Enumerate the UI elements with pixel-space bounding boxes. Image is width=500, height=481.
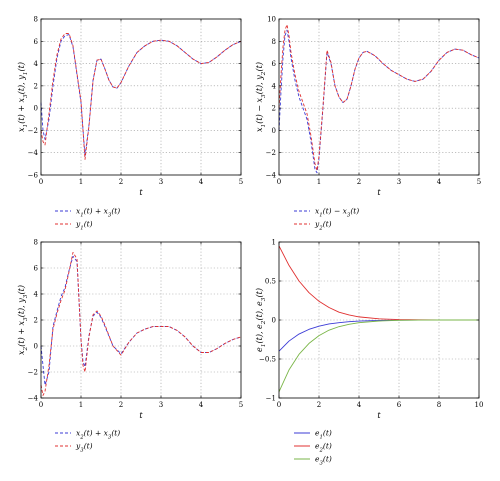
plot-1-ytick-label: −4 [28, 149, 39, 157]
plot-3: 0 1 2 3 4 5 −4 −2 0 2 4 6 8 t x2(t) + x3(t), y3(t) x2(t… [17, 239, 243, 454]
plot-1-ytick-label: −6 [28, 172, 39, 180]
plot-4-xtick-label: 10 [475, 401, 484, 409]
plot-2-series-2-line [278, 24, 480, 171]
plot-3-ytick-label: −4 [28, 395, 39, 403]
plot-1-ytick-label: 8 [34, 16, 38, 24]
plot-2-xlabel: t [377, 188, 381, 197]
plot-2-ytick-label: 10 [267, 16, 276, 24]
plot-2-area [279, 19, 479, 175]
plot-3-xtick-label: 3 [159, 401, 163, 409]
plot-4: 0 2 4 6 8 10 −1 −0.5 0 0.5 1 t e1(t), e2(t), e3(t) e1… [255, 239, 483, 467]
plot-2-ylabel: x1(t) − x3(t), y2(t) [255, 62, 267, 132]
plot-2-xtick-label: 2 [357, 178, 361, 186]
plot-1-xtick-label: 2 [119, 178, 123, 186]
plot-2-legend-label-1: x1(t) − x3(t) [315, 207, 359, 219]
plot-3-ytick-label: 0 [34, 343, 38, 351]
plot-4-legend-label-3: e3(t) [315, 455, 332, 467]
plot-2-ytick-label: 2 [272, 105, 276, 113]
plot-4-xtick-label: 0 [277, 401, 281, 409]
plot-1-legend-label-2: y1(t) [75, 220, 93, 232]
plot-4-xtick-label: 6 [397, 401, 402, 409]
plot-3-legend-label-2: y3(t) [75, 442, 93, 454]
plot-2-xtick-label: 5 [477, 178, 481, 186]
plot-4-ytick-label: 0.5 [265, 278, 276, 286]
plot-1-xlabel: t [139, 188, 143, 197]
plot-4-series-3-line [278, 319, 479, 392]
plot-4-ytick-label: 0 [272, 317, 276, 325]
plot-2-xtick-label: 3 [397, 178, 401, 186]
plot-1-legend-label-1: x1(t) + x3(t) [76, 207, 120, 219]
plot-1-legend: x1(t) + x3(t)y1(t) [55, 207, 120, 232]
plot-2-xtick-label: 1 [317, 178, 321, 186]
plot-2-ytick-label: 0 [272, 127, 276, 135]
plot-1-ytick-label: −2 [28, 127, 38, 135]
plot-4-legend: e1(t)e2(t)e3(t) [294, 429, 332, 467]
plot-3-xtick-label: 5 [239, 401, 243, 409]
plot-4-xlabel: t [377, 411, 381, 420]
plot-3-ytick-label: 8 [34, 239, 38, 247]
plot-3-series-2-line [40, 251, 242, 396]
plot-2-ytick-label: −4 [266, 172, 277, 180]
plot-1-series-2-line [40, 33, 242, 160]
plot-1-xtick-label: 5 [239, 178, 243, 186]
plot-1-ytick-label: 2 [34, 82, 38, 90]
plot-4-ytick-label: −0.5 [259, 356, 276, 364]
plot-2-ytick-label: 6 [272, 60, 277, 68]
plot-3-legend: x2(t) + x3(t)y3(t) [55, 429, 120, 454]
plot-3-xlabel: t [139, 411, 143, 420]
plot-3-ytick-label: 6 [34, 265, 39, 273]
plot-2-series-1-line [278, 29, 480, 174]
plot-3-xtick-label: 4 [199, 401, 204, 409]
plot-1-xtick-label: 0 [39, 178, 43, 186]
plot-4-ylabel: e1(t), e2(t), e3(t) [255, 288, 267, 352]
plot-2: 0 1 2 3 4 5 −4 −2 0 2 4 6 8 10 t x1(t) − x3(t), y2(t) x1… [255, 16, 481, 232]
plot-1: 0 1 2 3 4 5 −6 −4 −2 0 2 4 6 8 t x1(t) + x3(t), y1(t) x1… [17, 16, 243, 232]
plot-4-ytick-label: 1 [272, 239, 276, 247]
plot-4-xtick-label: 4 [357, 401, 362, 409]
plot-3-ytick-label: 2 [34, 317, 38, 325]
plot-1-ylabel: x1(t) + x3(t), y1(t) [17, 62, 29, 132]
plot-1-ytick-label: 6 [34, 38, 39, 46]
plot-1-xtick-label: 3 [159, 178, 163, 186]
plot-4-ytick-label: −1 [266, 395, 276, 403]
plot-4-xtick-label: 8 [437, 401, 441, 409]
plot-1-xtick-label: 4 [199, 178, 204, 186]
plot-3-ytick-label: −2 [28, 369, 38, 377]
plot-3-xtick-label: 2 [119, 401, 123, 409]
plot-3-xtick-label: 0 [39, 401, 43, 409]
plot-3-ylabel: x2(t) + x3(t), y3(t) [17, 285, 29, 355]
plot-3-xtick-label: 1 [79, 401, 83, 409]
plot-3-ytick-label: 4 [34, 291, 39, 299]
plot-3-legend-label-1: x2(t) + x3(t) [76, 429, 120, 441]
plot-2-xtick-label: 4 [437, 178, 442, 186]
plot-1-ytick-label: 4 [34, 60, 39, 68]
plot-2-legend-label-2: y2(t) [314, 220, 332, 232]
plot-2-axes-frame [278, 18, 480, 176]
plot-4-legend-label-1: e1(t) [315, 429, 332, 441]
plot-1-ytick-label: 0 [34, 105, 38, 113]
plot-4-xtick-label: 2 [317, 401, 321, 409]
plot-4-legend-label-2: e2(t) [315, 442, 332, 454]
plot-1-xtick-label: 1 [79, 178, 83, 186]
plot-2-xtick-label: 0 [277, 178, 281, 186]
plot-2-ytick-label: −2 [266, 149, 276, 157]
plot-2-ytick-label: 4 [272, 82, 277, 90]
plot-1-axes-frame [40, 18, 242, 176]
plot-1-area [41, 19, 241, 175]
plot-2-ytick-label: 8 [272, 38, 276, 46]
plot-2-legend: x1(t) − x3(t)y2(t) [294, 207, 359, 232]
